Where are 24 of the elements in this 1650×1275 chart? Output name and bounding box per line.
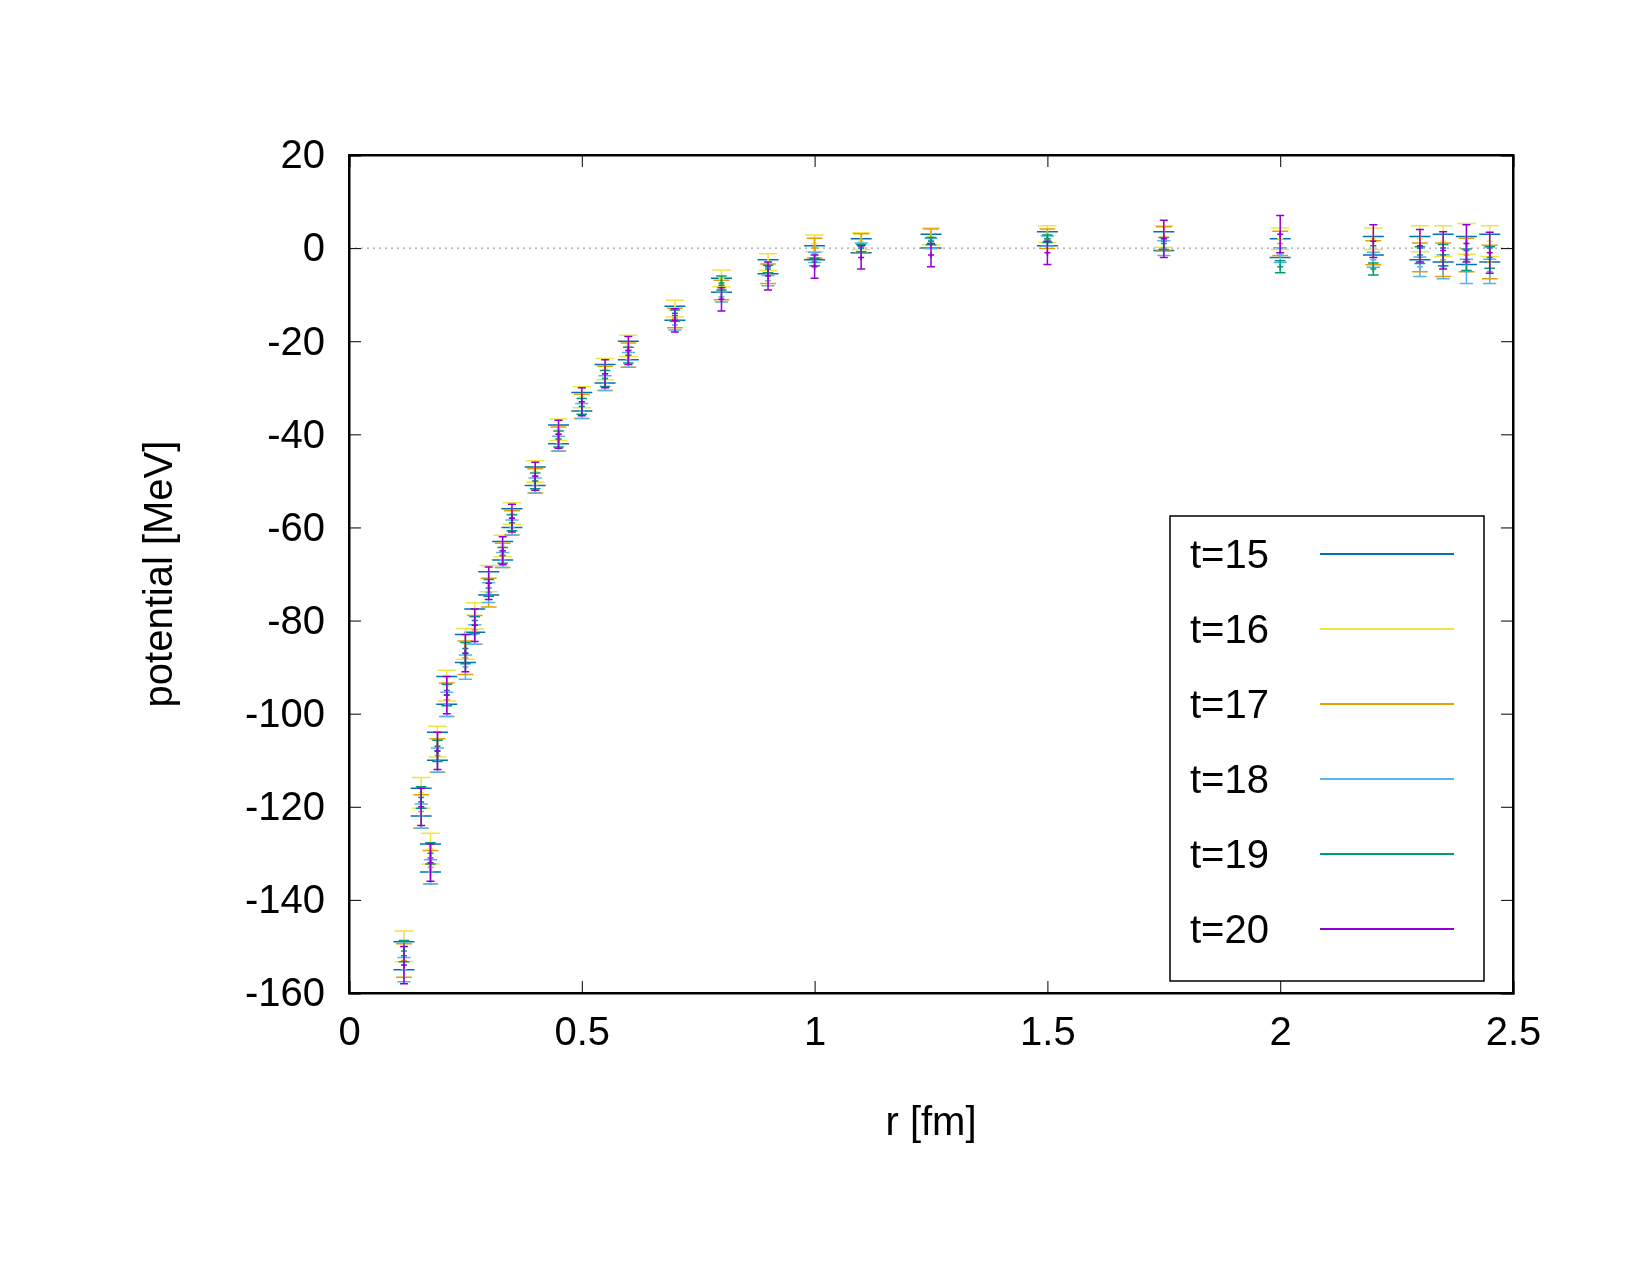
y-tick-label: -20 bbox=[267, 318, 325, 363]
legend-label: t=15 bbox=[1190, 532, 1269, 576]
x-tick-label: 2 bbox=[1269, 1009, 1292, 1054]
y-tick-label: 0 bbox=[302, 225, 325, 270]
legend-label: t=20 bbox=[1190, 907, 1269, 951]
x-tick-label: 1 bbox=[803, 1009, 827, 1054]
y-tick-label: 20 bbox=[280, 132, 325, 177]
x-tick-label: 1.5 bbox=[1020, 1009, 1076, 1054]
y-tick-label: -100 bbox=[244, 690, 325, 735]
y-axis-title: potential [MeV] bbox=[136, 440, 180, 708]
y-tick-label: -120 bbox=[244, 784, 325, 829]
x-tick-label: 2.5 bbox=[1485, 1009, 1542, 1054]
y-tick-label: -80 bbox=[267, 597, 325, 642]
legend-label: t=19 bbox=[1190, 832, 1269, 876]
x-axis-title: r [fm] bbox=[885, 1099, 977, 1143]
legend-label: t=18 bbox=[1190, 757, 1269, 801]
y-tick-label: -140 bbox=[244, 877, 325, 922]
legend-label: t=17 bbox=[1190, 682, 1269, 726]
legend-label: t=16 bbox=[1190, 607, 1269, 651]
y-tick-label: -60 bbox=[267, 504, 325, 549]
y-tick-label: -160 bbox=[244, 970, 325, 1015]
x-tick-label: 0 bbox=[338, 1009, 361, 1054]
x-tick-label: 0.5 bbox=[554, 1009, 611, 1054]
y-tick-label: -40 bbox=[267, 411, 325, 456]
